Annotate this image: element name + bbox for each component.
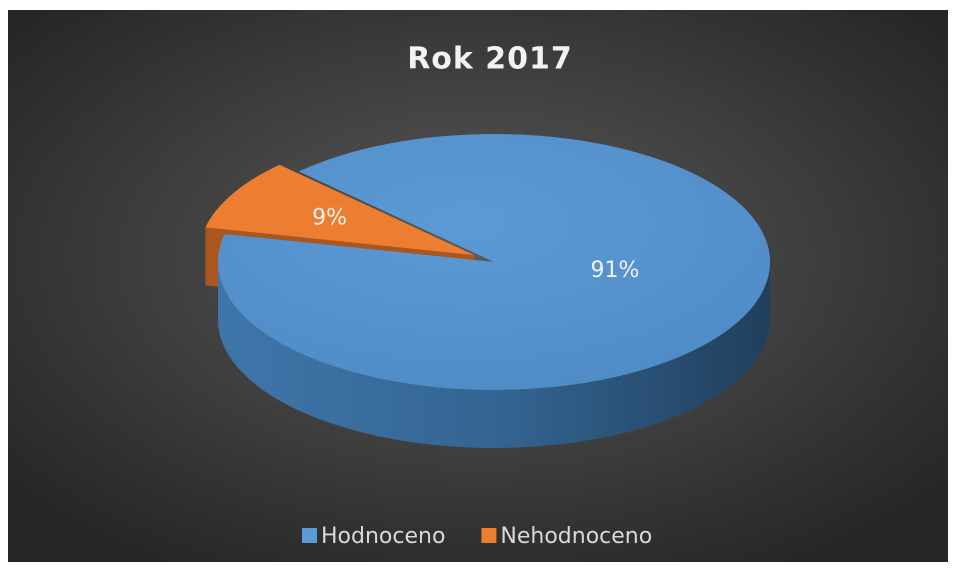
chart-title: Rok 2017 — [407, 42, 573, 77]
data-label: 9% — [312, 205, 347, 230]
legend-swatch — [302, 528, 317, 543]
slice — [205, 164, 475, 256]
data-label: 91% — [590, 258, 639, 283]
legend-label: Hodnoceno — [321, 524, 445, 549]
legend-swatch — [481, 528, 497, 543]
legend-label: Nehodnoceno — [500, 524, 652, 549]
slice — [218, 134, 770, 390]
slice-side — [218, 262, 770, 448]
